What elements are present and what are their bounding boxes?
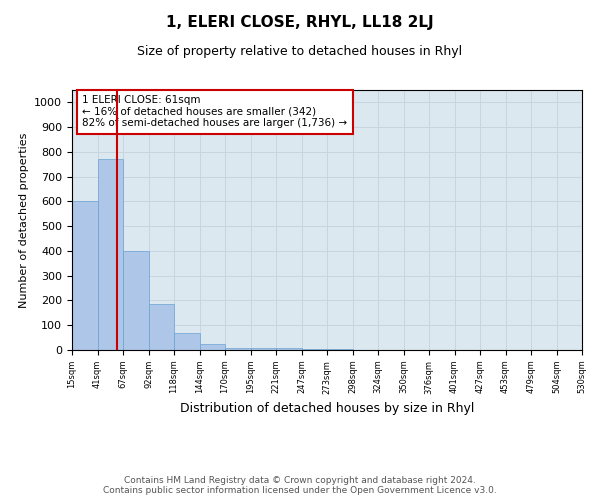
- Bar: [327, 349, 353, 350]
- Text: 1, ELERI CLOSE, RHYL, LL18 2LJ: 1, ELERI CLOSE, RHYL, LL18 2LJ: [166, 15, 434, 30]
- Bar: [123, 251, 149, 350]
- Bar: [199, 344, 225, 350]
- Bar: [276, 348, 302, 350]
- Bar: [149, 304, 174, 350]
- Bar: [251, 348, 276, 350]
- Bar: [302, 349, 327, 350]
- Bar: [97, 160, 123, 350]
- Text: Contains HM Land Registry data © Crown copyright and database right 2024.
Contai: Contains HM Land Registry data © Crown c…: [103, 476, 497, 495]
- Bar: [72, 202, 97, 350]
- Y-axis label: Number of detached properties: Number of detached properties: [19, 132, 29, 308]
- Bar: [225, 348, 251, 350]
- Text: Size of property relative to detached houses in Rhyl: Size of property relative to detached ho…: [137, 45, 463, 58]
- Text: 1 ELERI CLOSE: 61sqm
← 16% of detached houses are smaller (342)
82% of semi-deta: 1 ELERI CLOSE: 61sqm ← 16% of detached h…: [82, 95, 347, 128]
- Bar: [174, 332, 199, 350]
- X-axis label: Distribution of detached houses by size in Rhyl: Distribution of detached houses by size …: [180, 402, 474, 415]
